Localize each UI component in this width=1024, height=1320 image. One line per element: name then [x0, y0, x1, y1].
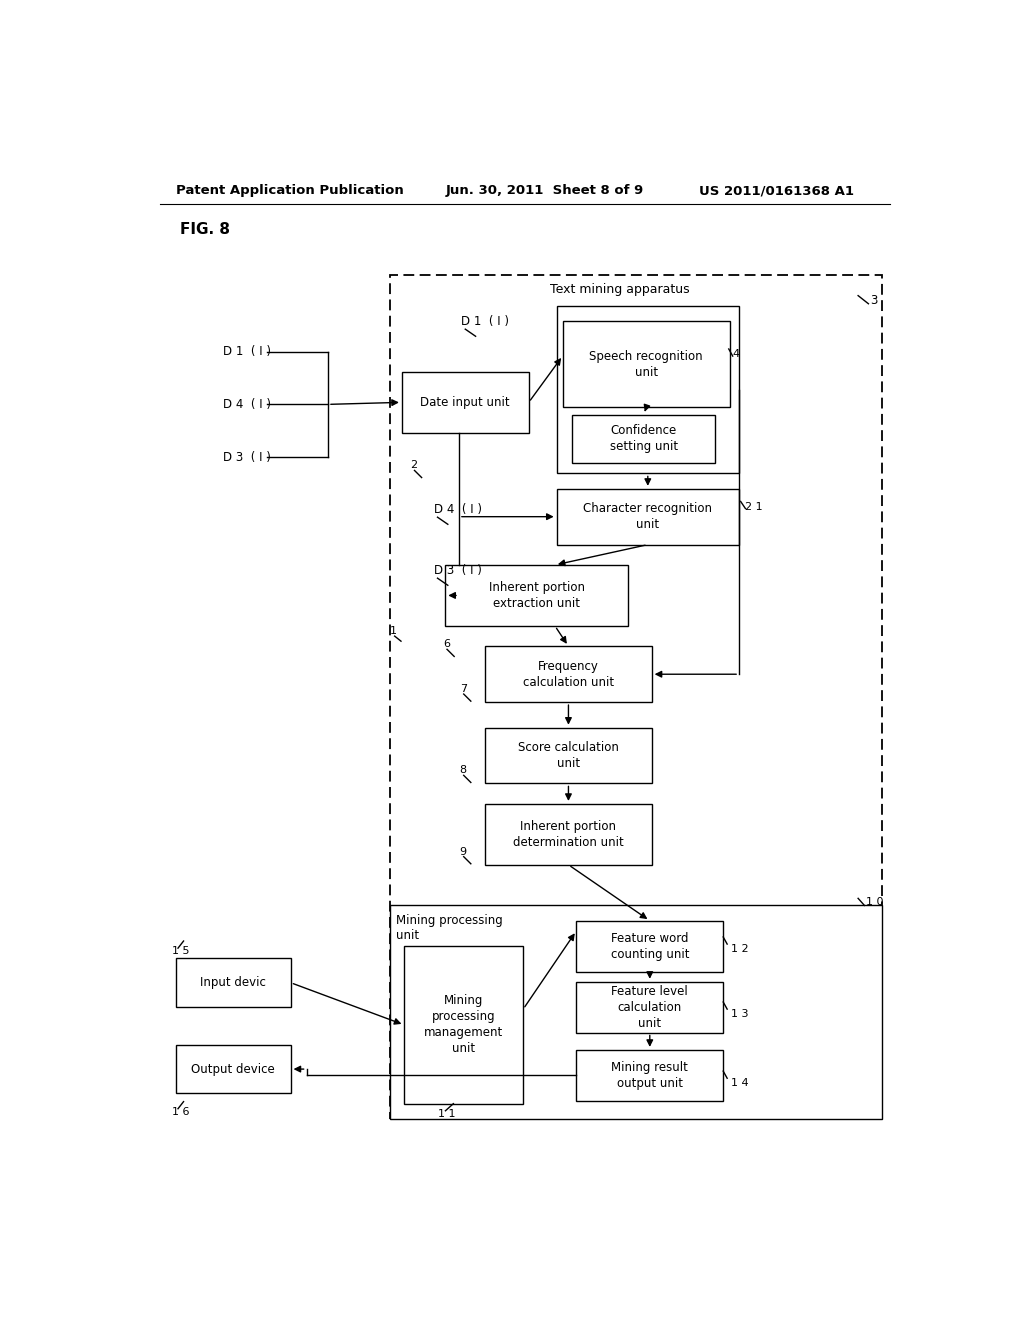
Text: D 1  ( I ): D 1 ( I ) [223, 345, 271, 358]
Text: 8: 8 [460, 766, 467, 775]
Text: Inherent portion
determination unit: Inherent portion determination unit [513, 820, 624, 849]
Text: 1: 1 [390, 626, 397, 636]
Text: D 3  ( I ): D 3 ( I ) [433, 564, 481, 577]
FancyBboxPatch shape [401, 372, 528, 433]
Text: 1 0: 1 0 [866, 898, 884, 907]
Text: Frequency
calculation unit: Frequency calculation unit [523, 660, 614, 689]
Text: Confidence
setting unit: Confidence setting unit [609, 425, 678, 454]
FancyBboxPatch shape [404, 946, 523, 1104]
Text: D 3  ( I ): D 3 ( I ) [223, 450, 271, 463]
FancyBboxPatch shape [176, 958, 291, 1007]
Text: 2 1: 2 1 [745, 502, 763, 512]
Text: D 4  ( I ): D 4 ( I ) [223, 397, 271, 411]
FancyBboxPatch shape [557, 488, 739, 545]
Text: 6: 6 [443, 639, 451, 649]
FancyBboxPatch shape [176, 1044, 291, 1093]
FancyBboxPatch shape [485, 647, 652, 702]
FancyBboxPatch shape [557, 306, 739, 474]
Text: 7: 7 [460, 684, 467, 694]
Text: 1 5: 1 5 [172, 946, 189, 956]
Text: FIG. 8: FIG. 8 [179, 222, 229, 238]
FancyBboxPatch shape [390, 906, 882, 1119]
FancyBboxPatch shape [577, 1049, 723, 1101]
Text: Patent Application Publication: Patent Application Publication [176, 185, 403, 198]
Text: 1 4: 1 4 [731, 1078, 749, 1088]
Text: 2: 2 [410, 461, 417, 470]
Text: Score calculation
unit: Score calculation unit [518, 741, 618, 770]
Text: Mining processing
unit: Mining processing unit [396, 913, 503, 941]
Text: Mining
processing
management
unit: Mining processing management unit [424, 994, 504, 1056]
Text: Feature word
counting unit: Feature word counting unit [610, 932, 689, 961]
Text: US 2011/0161368 A1: US 2011/0161368 A1 [699, 185, 854, 198]
FancyBboxPatch shape [577, 982, 723, 1032]
FancyBboxPatch shape [485, 727, 652, 784]
FancyBboxPatch shape [572, 414, 715, 463]
FancyBboxPatch shape [485, 804, 652, 865]
Text: 9: 9 [460, 846, 467, 857]
Text: Input devic: Input devic [201, 977, 266, 989]
Text: 1 3: 1 3 [731, 1010, 749, 1019]
FancyBboxPatch shape [563, 321, 729, 408]
Text: 1 2: 1 2 [731, 944, 749, 954]
Text: 1 6: 1 6 [172, 1106, 189, 1117]
Text: 3: 3 [870, 294, 878, 308]
Text: Speech recognition
unit: Speech recognition unit [590, 350, 703, 379]
Text: Jun. 30, 2011  Sheet 8 of 9: Jun. 30, 2011 Sheet 8 of 9 [445, 185, 644, 198]
Text: Feature level
calculation
unit: Feature level calculation unit [611, 985, 688, 1030]
Text: Text mining apparatus: Text mining apparatus [550, 284, 690, 297]
Text: 4: 4 [733, 348, 740, 359]
FancyBboxPatch shape [577, 921, 723, 972]
Text: Mining result
output unit: Mining result output unit [611, 1061, 688, 1090]
Text: D 1  ( I ): D 1 ( I ) [461, 314, 509, 327]
Text: Character recognition
unit: Character recognition unit [584, 502, 713, 531]
FancyBboxPatch shape [445, 565, 628, 626]
Text: 1 1: 1 1 [437, 1109, 455, 1119]
Text: Output device: Output device [191, 1063, 275, 1076]
Text: D 4  ( I ): D 4 ( I ) [433, 503, 481, 516]
Text: Inherent portion
extraction unit: Inherent portion extraction unit [488, 581, 585, 610]
Text: Date input unit: Date input unit [421, 396, 510, 409]
